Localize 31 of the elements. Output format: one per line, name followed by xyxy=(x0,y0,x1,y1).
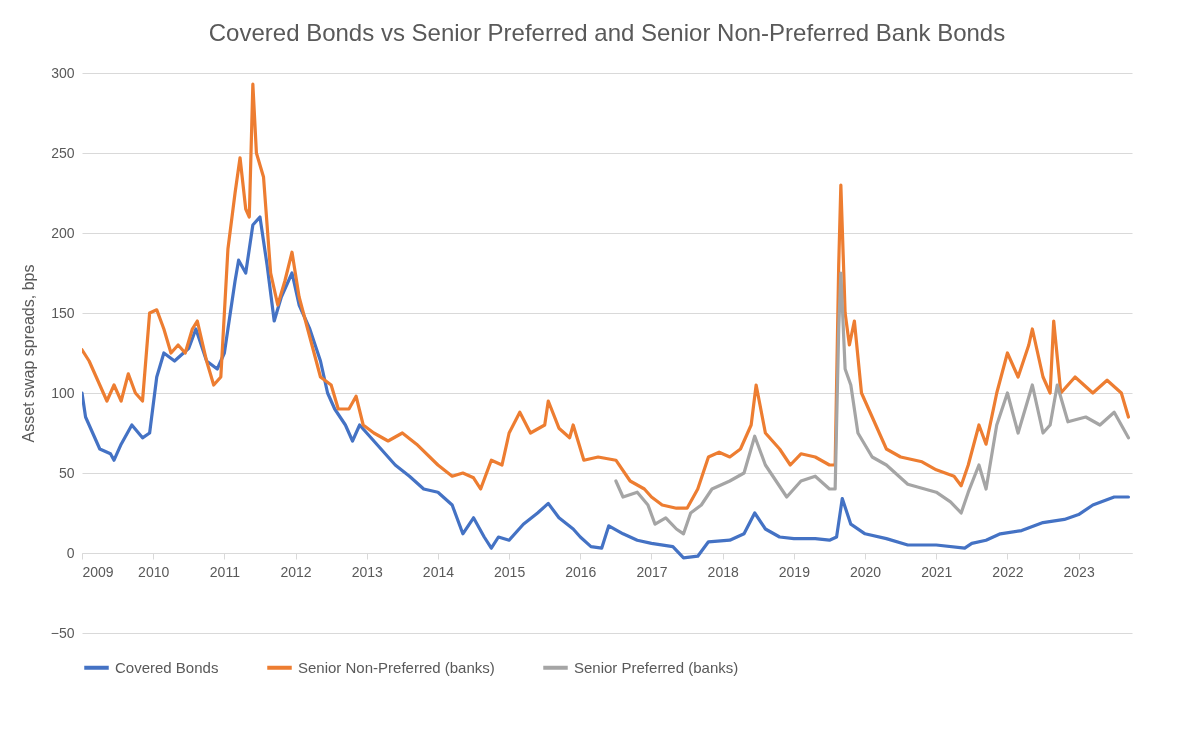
x-tick-label: 2010 xyxy=(138,563,170,580)
y-tick-label: 0 xyxy=(66,544,75,561)
x-tick-label: 2013 xyxy=(351,563,384,580)
x-tick-label: 2023 xyxy=(1063,563,1095,580)
y-tick-label: 300 xyxy=(51,64,75,81)
x-tick-label: 2009 xyxy=(82,563,114,580)
y-tick-label: 100 xyxy=(51,384,75,401)
x-tick-label: 2015 xyxy=(494,563,526,580)
line-series xyxy=(82,215,1131,560)
y-tick-label: 50 xyxy=(58,464,75,481)
y-axis-title: Asset swap spreads, bps xyxy=(19,264,37,443)
x-tick-label: 2017 xyxy=(636,563,668,580)
y-tick-label: 150 xyxy=(51,304,75,321)
legend-label: Senior Non-Preferred (banks) xyxy=(298,658,495,676)
line-series xyxy=(82,82,1131,510)
x-tick-label: 2019 xyxy=(778,563,811,580)
line-series xyxy=(614,271,1131,536)
chart-title: Covered Bonds vs Senior Preferred and Senior Non-Preferred Bank Bonds xyxy=(208,19,1006,46)
x-tick-label: 2016 xyxy=(565,563,597,580)
x-tick-label: 2022 xyxy=(992,563,1024,580)
y-tick-label: 250 xyxy=(51,144,75,161)
y-tick-label: 200 xyxy=(51,224,75,241)
x-tick-label: 2018 xyxy=(707,563,739,580)
x-tick-label: 2014 xyxy=(422,563,455,580)
legend-label: Senior Preferred (banks) xyxy=(574,658,739,676)
x-tick-label: 2021 xyxy=(921,563,953,580)
y-tick-label: −50 xyxy=(50,624,75,641)
x-tick-label: 2012 xyxy=(280,563,312,580)
legend-label: Covered Bonds xyxy=(115,658,219,676)
x-tick-label: 2011 xyxy=(209,563,241,580)
x-tick-label: 2020 xyxy=(849,563,882,580)
